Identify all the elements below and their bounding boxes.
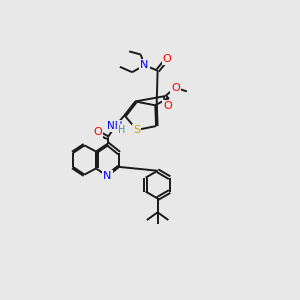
Text: S: S [133,125,140,135]
Text: NH: NH [107,121,123,131]
Text: N: N [103,171,112,181]
Text: O: O [163,54,171,64]
Text: O: O [171,82,180,93]
Text: O: O [163,101,172,111]
Text: O: O [93,127,102,137]
Text: N: N [140,60,149,70]
Text: H: H [118,125,125,135]
